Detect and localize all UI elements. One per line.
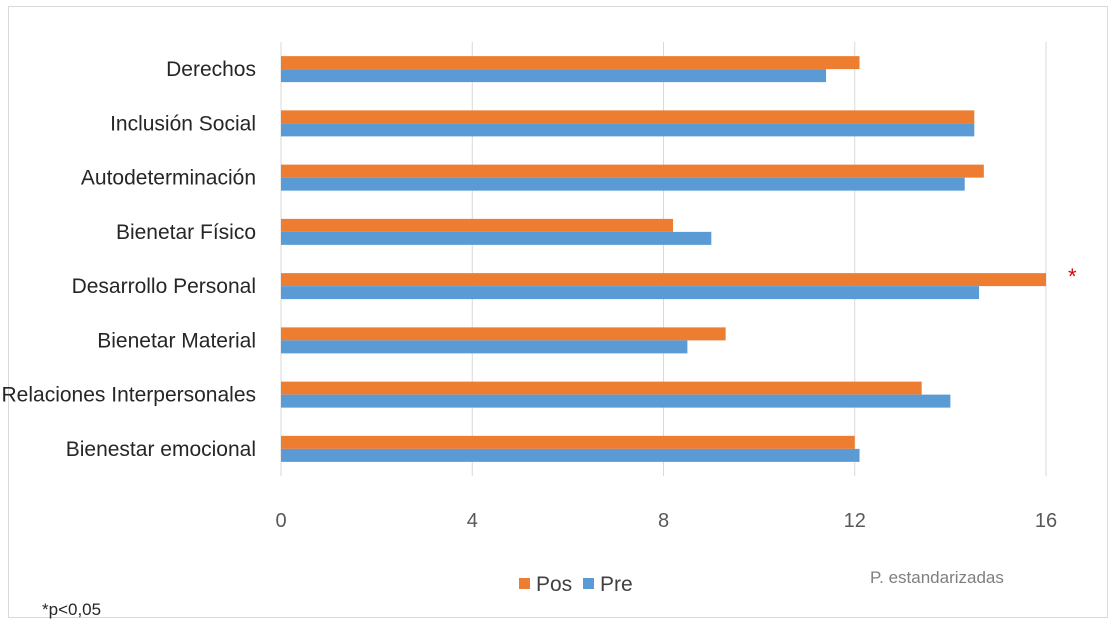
bar-pre: [281, 286, 980, 300]
x-tick-label: 4: [467, 510, 478, 532]
gridlines: [280, 42, 1047, 476]
legend-label-pos: Pos: [536, 573, 572, 596]
bar-pos: [281, 110, 975, 124]
bars: [281, 56, 1046, 462]
bar-pos: [281, 218, 674, 232]
x-tick-label: 16: [1035, 510, 1057, 532]
category-label: Inclusión Social: [110, 112, 256, 135]
category-label: Bienestar emocional: [66, 438, 256, 461]
significance-marker: *: [1068, 264, 1077, 289]
category-label: Autodeterminación: [81, 167, 256, 190]
category-labels: Derechos Inclusión Social Autodeterminació…: [2, 58, 256, 461]
footnote: *p<0,05: [42, 600, 101, 619]
legend-swatch-pre: [583, 578, 594, 589]
bar-pre: [281, 177, 965, 191]
bar-pre: [281, 340, 688, 354]
bar-pos: [281, 327, 726, 341]
category-label: Bienetar Material: [97, 329, 256, 352]
bar-pre: [281, 394, 951, 408]
bar-pre: [281, 69, 827, 83]
bar-pos: [281, 56, 860, 70]
bar-pre: [281, 231, 712, 245]
legend-label-pre: Pre: [600, 573, 633, 596]
category-label: Relaciones Interpersonales: [2, 384, 256, 407]
bar-pos: [281, 164, 984, 178]
legend: Pos Pre: [519, 573, 633, 596]
legend-swatch-pos: [519, 578, 530, 589]
bar-pos: [281, 435, 855, 449]
bar-pre: [281, 448, 860, 462]
bar-pos: [281, 273, 1046, 287]
bar-pos: [281, 381, 922, 395]
bar-pre: [281, 123, 975, 137]
x-tick-label: 0: [275, 510, 286, 532]
category-label: Bienetar Físico: [116, 221, 256, 244]
category-label: Derechos: [166, 58, 256, 81]
chart-frame: [8, 6, 1108, 618]
category-label: Desarrollo Personal: [72, 275, 256, 298]
x-tick-labels: 0 4 8 12 16: [275, 510, 1057, 532]
x-tick-label: 8: [658, 510, 669, 532]
x-axis-title: P. estandarizadas: [870, 568, 1004, 587]
x-tick-label: 12: [844, 510, 866, 532]
